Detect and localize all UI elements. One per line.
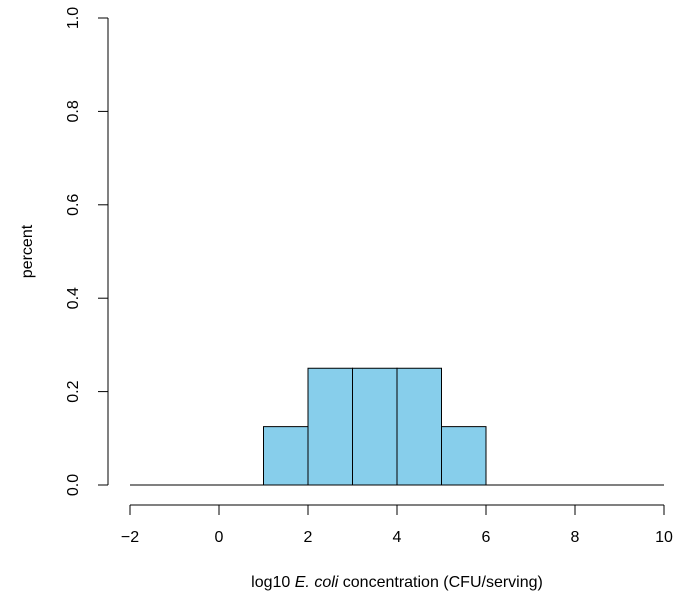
x-axis-title-part-3: concentration (CFU/serving) (338, 574, 543, 591)
y-tick-label: 0.6 (65, 194, 82, 216)
x-tick-label: −2 (121, 529, 139, 546)
histogram-bar (263, 426, 309, 486)
histogram-bar (352, 367, 398, 486)
x-tick-label: 8 (571, 529, 580, 546)
y-tick-label: 0.4 (65, 287, 82, 309)
x-tick-label: 4 (393, 529, 402, 546)
y-tick-label: 0.2 (65, 380, 82, 402)
y-axis: 0.0 0.2 0.4 0.6 0.8 1.0 (65, 7, 109, 496)
histogram-bar (441, 426, 487, 486)
x-axis: −2 0 2 4 6 8 10 (121, 504, 673, 546)
x-axis-title-part-2: E. coli (295, 574, 339, 591)
y-tick-label: 1.0 (65, 7, 82, 29)
x-tick-label: 10 (655, 529, 673, 546)
histogram-bar (396, 367, 442, 486)
y-tick-label: 0.8 (65, 100, 82, 122)
x-axis-title-part-1: log10 (251, 574, 295, 591)
x-tick-label: 0 (215, 529, 224, 546)
y-tick-label: 0.0 (65, 474, 82, 496)
y-axis-title: percent (19, 224, 36, 278)
histogram-bar (307, 367, 353, 486)
x-tick-label: 2 (304, 529, 313, 546)
x-axis-title: log10 E. coli concentration (CFU/serving… (251, 574, 543, 591)
x-tick-label: 6 (482, 529, 491, 546)
bars-group (130, 367, 664, 486)
